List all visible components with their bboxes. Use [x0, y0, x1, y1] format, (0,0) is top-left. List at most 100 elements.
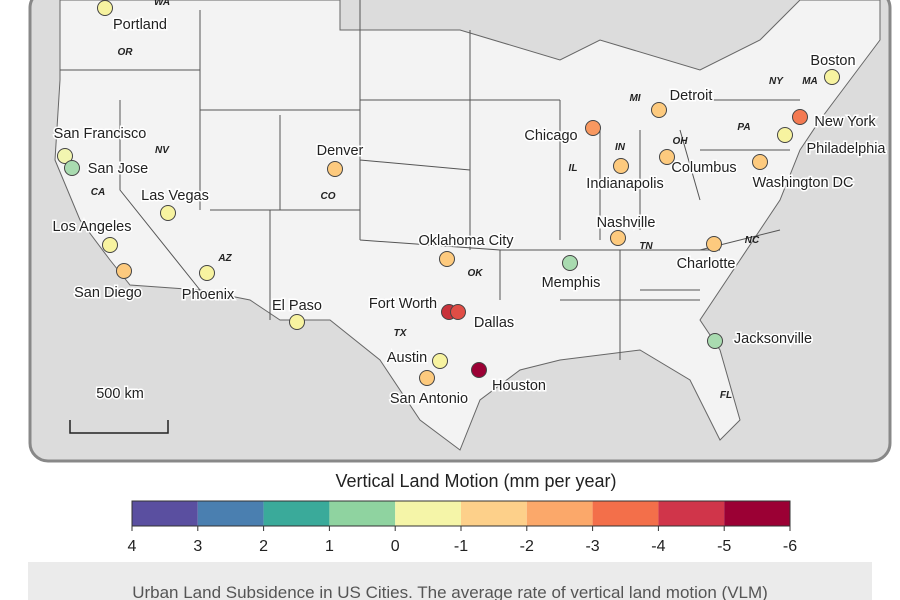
state-label: FL	[720, 390, 732, 401]
map: 500 km WA OR NV CA AZ CO TX OK IL IN OH MI NY MA PA TN N…	[30, 0, 890, 461]
city-marker	[562, 255, 578, 271]
city-marker	[777, 127, 793, 143]
city-label: San Jose	[88, 161, 148, 177]
colorbar-bin	[592, 501, 659, 526]
city-marker	[613, 158, 629, 174]
state-label: NC	[745, 235, 760, 246]
city-marker	[707, 333, 723, 349]
colorbar-title: Vertical Land Motion (mm per year)	[335, 471, 616, 491]
state-label: AZ	[217, 253, 232, 264]
city-label: Phoenix	[182, 287, 235, 303]
scale-label: 500 km	[96, 386, 144, 402]
state-label: WA	[154, 0, 170, 8]
city-marker	[102, 237, 118, 253]
city-label: San Diego	[74, 285, 142, 301]
cities: Portland Boston Detroit Chicago New York Phil…	[51, 0, 888, 409]
state-label: IL	[569, 163, 578, 174]
city-marker	[289, 314, 305, 330]
city-label: Memphis	[542, 275, 601, 291]
colorbar-bin	[526, 501, 593, 526]
city-marker	[439, 251, 455, 267]
state-label: TX	[394, 328, 408, 339]
state-label: OR	[118, 47, 134, 58]
city-label: Washington DC	[752, 175, 853, 191]
city-marker	[57, 148, 73, 164]
city-label: Philadelphia	[806, 141, 886, 157]
colorbar-bin	[395, 501, 461, 526]
city-marker	[160, 205, 176, 221]
state-borders	[60, 0, 800, 360]
colorbar-bin	[263, 501, 330, 526]
state-label: OK	[468, 268, 484, 279]
city-label: Austin	[387, 350, 427, 366]
state-labels: WA OR NV CA AZ CO TX OK IL IN OH MI NY MA PA TN NC FL	[91, 0, 818, 401]
colorbar-tick-label: -1	[454, 538, 468, 555]
state-label: MI	[629, 93, 640, 104]
colorbar-tick-label: 4	[128, 538, 137, 555]
colorbar: 4 3 2 1 0 -1 -2 -3 -4 -5 -6	[128, 500, 797, 555]
state-label: TN	[639, 241, 653, 252]
colorbar-bin	[658, 501, 725, 526]
map-frame	[28, 0, 892, 463]
city-label: Denver	[317, 143, 364, 159]
caption-box	[28, 562, 872, 600]
city-label: Nashville	[597, 215, 656, 231]
city-label: Jacksonville	[734, 331, 812, 347]
colorbar-tick-label: -4	[651, 538, 665, 555]
city-marker	[659, 149, 675, 165]
city-marker	[610, 230, 626, 246]
city-marker	[97, 0, 113, 16]
colorbar-tick-label: 3	[193, 538, 202, 555]
city-marker	[585, 120, 601, 136]
state-label: NV	[155, 145, 170, 156]
scale-bar	[69, 420, 169, 434]
state-label: NY	[769, 76, 784, 87]
city-label: Detroit	[670, 88, 713, 104]
city-label: Columbus	[671, 160, 736, 176]
city-label: Oklahoma City	[418, 233, 514, 249]
city-marker	[752, 154, 768, 170]
city-marker	[64, 160, 80, 176]
colorbar-tick-label: -3	[585, 538, 599, 555]
city-label: Los Angeles	[52, 219, 131, 235]
city-marker	[471, 362, 487, 378]
city-label: San Francisco	[54, 126, 147, 142]
city-label: Charlotte	[677, 256, 736, 272]
colorbar-tick-label: -5	[717, 538, 731, 555]
city-marker	[706, 236, 722, 252]
city-label: Chicago	[524, 128, 577, 144]
state-label: OH	[673, 136, 689, 147]
city-marker	[651, 102, 667, 118]
city-marker	[432, 353, 448, 369]
city-label: San Antonio	[390, 391, 468, 407]
colorbar-tick-label: 0	[391, 538, 400, 555]
colorbar-bin	[461, 501, 527, 526]
city-marker	[450, 304, 466, 320]
city-marker	[419, 370, 435, 386]
city-label: Portland	[113, 17, 167, 33]
city-label: Houston	[492, 378, 546, 394]
city-label: Las Vegas	[141, 188, 209, 204]
city-marker	[327, 161, 343, 177]
city-label: Fort Worth	[369, 296, 437, 312]
state-label: PA	[737, 122, 750, 133]
colorbar-tick-label: 1	[325, 538, 334, 555]
city-label: Indianapolis	[586, 176, 663, 192]
state-label: MA	[802, 76, 818, 87]
colorbar-tick-label: -6	[783, 538, 797, 555]
state-label: IN	[615, 142, 626, 153]
city-label: Dallas	[474, 315, 514, 331]
city-label: El Paso	[272, 298, 322, 314]
caption: Urban Land Subsidence in US Cities. The …	[132, 583, 768, 600]
city-label: Boston	[810, 53, 855, 69]
city-label: New York	[814, 114, 876, 130]
state-label: CA	[91, 187, 105, 198]
city-marker	[792, 109, 808, 125]
state-label: CO	[321, 191, 336, 202]
colorbar-bin	[197, 501, 264, 526]
city-marker	[824, 69, 840, 85]
colorbar-tick-label: -2	[520, 538, 534, 555]
colorbar-bin	[132, 501, 198, 526]
